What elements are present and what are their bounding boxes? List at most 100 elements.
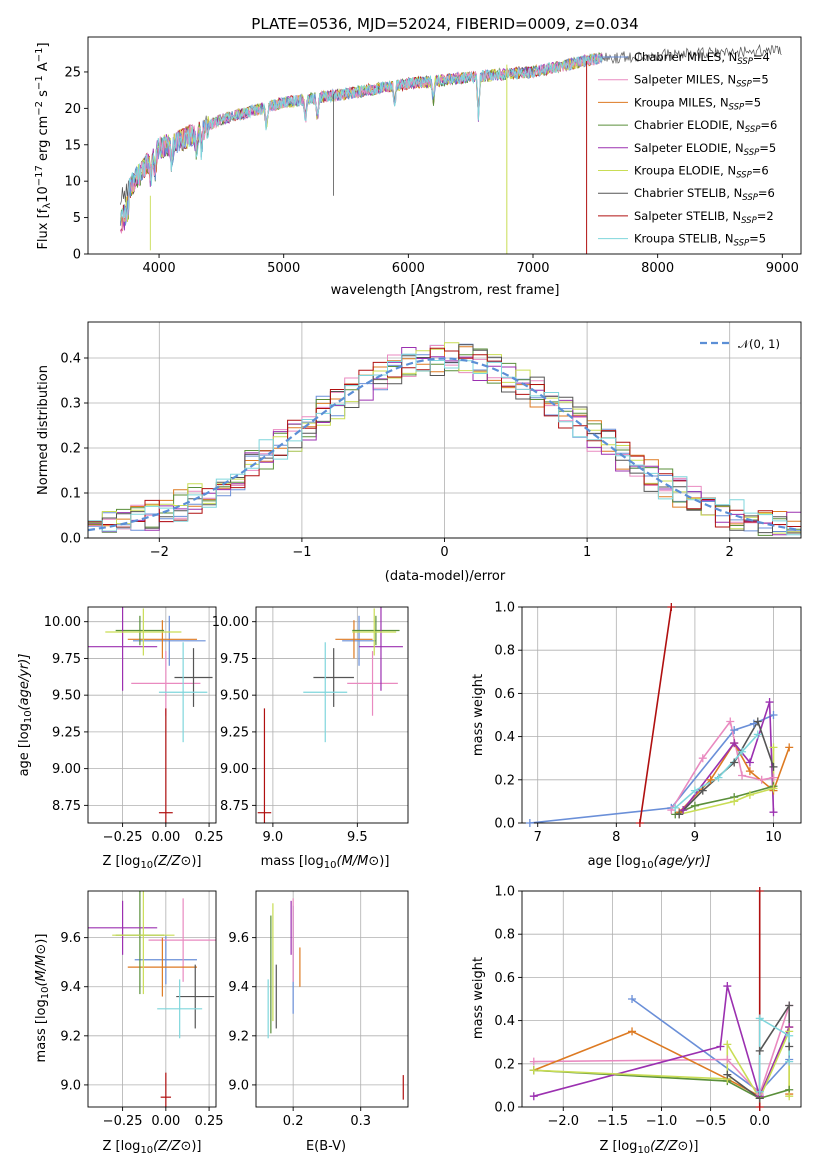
legend-label: Kroupa MILES, N [634, 95, 729, 109]
xlabel-part: Z [log [103, 1139, 141, 1154]
y-tick-label: 9.2 [228, 1029, 249, 1044]
spectrum-xlabel: wavelength [Angstrom, rest frame] [331, 283, 560, 298]
legend-value: =5 [759, 141, 776, 155]
ylabel-part: age [log [17, 723, 32, 776]
x-tick-label: 7000 [516, 261, 549, 276]
weight-marker-kroupa_miles [628, 1027, 637, 1036]
xlabel-part: (Z/Z [650, 1139, 678, 1154]
weight-marker-kroupa_elodie [785, 1092, 794, 1101]
plot-area [529, 607, 790, 823]
y-tick-label: 9.0 [228, 1078, 249, 1093]
weight-marker-kroupa_stelib [753, 730, 762, 739]
y-tick-label: 9.2 [60, 1029, 81, 1044]
legend-sub: SSP [744, 148, 760, 158]
y-tick-label: 25 [64, 65, 81, 80]
residuals-ylabel: Normed distribution [36, 365, 51, 495]
weight-marker-chabrier_stelib [675, 810, 684, 819]
legend-value: =6 [758, 186, 775, 200]
xlabel-part: Z [log [103, 854, 141, 869]
plot-area [119, 43, 782, 254]
weight-line-salpeter_stelib [639, 607, 673, 823]
y-tick-label: 0.1 [60, 487, 81, 502]
xlabel-sub: 10 [140, 860, 153, 871]
weight-marker-salpeter_miles [757, 775, 766, 784]
spectrum-title: PLATE=0536, MJD=52024, FIBERID=0009, z=0… [251, 15, 638, 33]
legend-entry: Kroupa STELIB, NSSP=5 [634, 232, 766, 249]
mass-vs-z-axes: −0.25 0.00 0.25 9.0 9.2 9.4 9.6 [60, 890, 224, 1129]
age-vs-z-axes: −0.25 0.00 0.25 8.75 9.00 9.25 9.50 9.75 10.00 [44, 606, 224, 845]
spectrum-ylabel-exp: −17 [34, 165, 45, 186]
xlabel-part: ⊙)] [180, 1139, 201, 1154]
x-tick-label: 6000 [392, 261, 425, 276]
weight-line-chabrier_elodie [533, 1069, 790, 1100]
plot-area [88, 342, 801, 536]
weight-marker-kroupa_miles [785, 743, 794, 752]
age-vs-mass-xlabel: mass [log10(M/M⊙)] [261, 854, 390, 871]
x-tick-label: 10 [765, 830, 782, 845]
axes-frame [87, 606, 217, 824]
weight-vs-z-axes: −2.0 −1.5 −1.0 −0.5 0.0 0.0 0.2 0.4 0.6 0.8 1.0 [494, 885, 802, 1129]
legend-sub: SSP [745, 125, 761, 135]
x-tick-label: −1.5 [597, 1114, 629, 1129]
legend-sub: SSP [737, 57, 753, 67]
y-tick-label: 0.6 [494, 971, 515, 986]
weight-marker-kroupa_miles [745, 767, 754, 776]
spectrum-ylabel: Flux [fλ10−17 erg cm−2 s−1 A−1] [34, 42, 53, 249]
legend-value: =5 [752, 73, 769, 87]
spectrum-line-kroupa_stelib [119, 53, 603, 221]
ylabel-part: (M/M [34, 955, 49, 987]
y-tick-label: 9.25 [220, 725, 249, 740]
ylabel-part: (age/yr)] [17, 654, 32, 711]
x-tick-label: 0.0 [749, 1114, 770, 1129]
weight-marker-chabrier_stelib [769, 762, 778, 771]
xlabel-sub: 10 [140, 1145, 153, 1156]
y-tick-label: 0.0 [60, 532, 81, 547]
weight-marker-chabrier_stelib [698, 786, 707, 795]
y-tick-label: 0.2 [494, 773, 515, 788]
spectrum-ylabel-exp: −1 [34, 48, 45, 63]
grid-lines [256, 891, 408, 1107]
age-vs-z-xlabel: Z [log10(Z/Z⊙)] [103, 854, 202, 871]
spectrum-ylabel-part: Flux [f [36, 208, 51, 249]
legend-entry: Salpeter MILES, NSSP=5 [634, 73, 769, 90]
weight-marker-salpeter_elodie [769, 808, 778, 817]
y-tick-label: 0.0 [494, 817, 515, 832]
weight-marker-kroupa_elodie [769, 784, 778, 793]
weight-marker-salpeter_miles [698, 754, 707, 763]
weight-marker-salpeter_miles [738, 771, 747, 780]
weight-marker-kroupa_stelib [785, 1031, 794, 1040]
mass-vs-ebv-axes: 0.2 0.3 9.0 9.2 9.4 9.6 [228, 890, 409, 1129]
axes-frame [521, 606, 802, 824]
legend-entry: Chabrier ELODIE, NSSP=6 [634, 118, 777, 135]
x-tick-label: −0.25 [103, 1114, 143, 1129]
weight-marker-chabrier_stelib [753, 717, 762, 726]
weight-marker-salpeter_miles [726, 717, 735, 726]
ticks: 0.2 0.3 9.0 9.2 9.4 9.6 [228, 931, 371, 1129]
weight-line-salpeter_miles [533, 1005, 790, 1096]
weight-marker-salpeter_miles [723, 1055, 732, 1064]
y-tick-label: 9.4 [60, 980, 81, 995]
xlabel-part: (Z/Z [153, 854, 181, 869]
y-tick-label: 0.2 [60, 442, 81, 457]
normal-curve [88, 357, 801, 532]
spectrum-ylabel-sub: λ [42, 203, 53, 209]
x-tick-label: −2.0 [547, 1114, 579, 1129]
residuals-legend: 𝒩(0, 1) [700, 337, 780, 351]
weight-marker-salpeter_miles [769, 773, 778, 782]
ticks: −0.25 0.00 0.25 9.0 9.2 9.4 9.6 [60, 931, 223, 1129]
xlabel-part: (M/M [337, 854, 369, 869]
legend-label: Chabrier MILES, N [634, 50, 737, 64]
legend-sub: SSP [741, 216, 757, 226]
ylabel-sub: 10 [23, 710, 34, 723]
ylabel-part: mass [log [34, 999, 49, 1062]
y-tick-label: 9.4 [228, 980, 249, 995]
y-tick-label: 10.00 [212, 615, 249, 630]
xlabel-part: ⊙)] [368, 854, 389, 869]
weight-vs-age-xlabel: age [log10(age/yr)] [588, 854, 711, 871]
plot-area [267, 898, 404, 1100]
plot-area [257, 607, 403, 823]
legend-value: =5 [744, 95, 761, 109]
legend-entry: Salpeter ELODIE, NSSP=5 [634, 141, 776, 158]
weight-marker-chabrier_miles [525, 819, 534, 827]
